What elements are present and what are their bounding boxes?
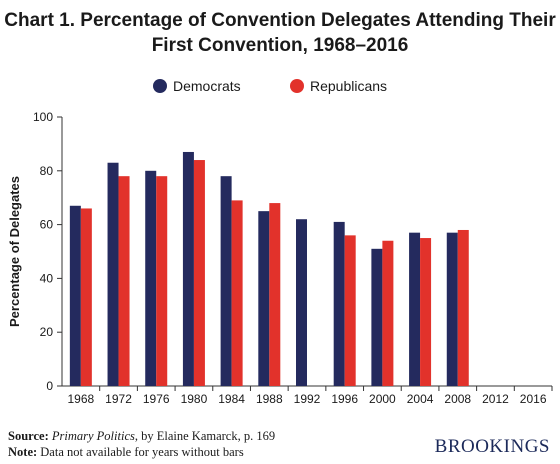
legend-marker-democrats xyxy=(153,79,167,93)
bar-democrats-1988 xyxy=(258,211,270,386)
bar-republicans-1972 xyxy=(118,176,130,386)
bar-republicans-1984 xyxy=(231,200,243,386)
y-tick-label: 40 xyxy=(40,271,54,285)
bar-democrats-2004 xyxy=(409,232,421,386)
bar-democrats-1992 xyxy=(296,219,307,386)
x-tick-label: 1984 xyxy=(218,392,245,406)
x-tick-label: 1988 xyxy=(256,392,283,406)
x-tick-label: 1996 xyxy=(331,392,358,406)
y-tick-label: 20 xyxy=(40,325,54,339)
x-tick-label: 1980 xyxy=(181,392,208,406)
source-label: Source: xyxy=(8,429,49,443)
x-tick-label: 1968 xyxy=(67,392,94,406)
y-tick-label: 0 xyxy=(46,379,53,393)
note-line: Note: Data not available for years witho… xyxy=(8,444,275,460)
x-tick-label: 2000 xyxy=(369,392,396,406)
x-tick-label: 1992 xyxy=(294,392,321,406)
bar-democrats-1984 xyxy=(220,176,232,386)
bar-republicans-2008 xyxy=(457,229,469,386)
legend-label-republicans: Republicans xyxy=(310,78,387,94)
bar-republicans-1976 xyxy=(156,176,168,386)
brookings-logo: BROOKINGS xyxy=(434,436,550,457)
y-tick-label: 80 xyxy=(40,164,54,178)
source-rest: , by Elaine Kamarck, p. 169 xyxy=(134,429,276,443)
bar-democrats-2008 xyxy=(446,232,458,386)
chart-title-line-1: Chart 1. Percentage of Convention Delega… xyxy=(4,10,556,31)
bar-republicans-1968 xyxy=(80,208,92,386)
bar-democrats-2000 xyxy=(371,248,383,386)
bar-democrats-1980 xyxy=(182,151,194,386)
bar-republicans-1980 xyxy=(193,160,205,386)
source-line: Source: Primary Politics, by Elaine Kama… xyxy=(8,428,275,444)
x-tick-label: 2012 xyxy=(482,392,509,406)
chart-footer: Source: Primary Politics, by Elaine Kama… xyxy=(8,428,275,460)
x-tick-label: 2004 xyxy=(407,392,434,406)
bar-republicans-2004 xyxy=(420,238,432,386)
note-label: Note: xyxy=(8,445,38,459)
chart-title-line-2: First Convention, 1968–2016 xyxy=(151,35,409,56)
y-axis-title: Percentage of Delegates xyxy=(7,176,22,327)
bar-republicans-2000 xyxy=(382,240,394,386)
bar-democrats-1968 xyxy=(69,205,81,386)
bar-republicans-1988 xyxy=(269,203,281,386)
note-text: Data not available for years without bar… xyxy=(40,445,244,459)
source-title: Primary Politics xyxy=(51,429,135,443)
x-tick-label: 2008 xyxy=(444,392,471,406)
bar-republicans-1996 xyxy=(344,235,356,386)
bar-chart: 0 20 40 60 80 100 Percentage of Delegates 1968 1… xyxy=(7,78,553,406)
bar-democrats-1996 xyxy=(333,221,345,386)
x-tick-label: 1976 xyxy=(143,392,170,406)
legend-marker-republicans xyxy=(290,79,304,93)
bar-democrats-1976 xyxy=(145,170,157,386)
y-tick-label: 100 xyxy=(33,110,53,124)
y-tick-label: 60 xyxy=(40,218,54,232)
legend-label-democrats: Democrats xyxy=(173,78,241,94)
bar-democrats-1972 xyxy=(107,162,119,386)
x-tick-label: 1972 xyxy=(105,392,132,406)
x-tick-label: 2016 xyxy=(520,392,547,406)
chart-title: Chart 1. Percentage of Convention Delega… xyxy=(0,8,560,58)
